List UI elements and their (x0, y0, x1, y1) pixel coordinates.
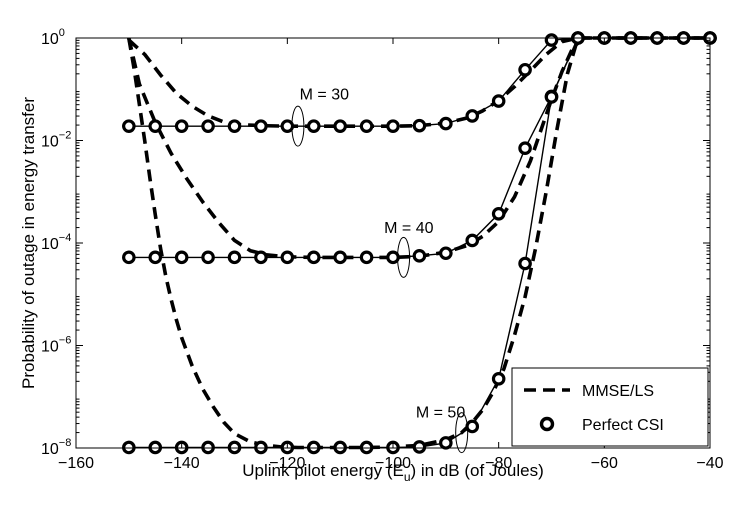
perfect-csi-marker (306, 250, 321, 265)
perfect-csi-marker (227, 119, 242, 133)
y-axis-label: Probability of outage in energy transfer (19, 97, 38, 389)
x-axis-label: Uplink pilot energy (Eu) in dB (of Joule… (242, 461, 544, 484)
x-tick-label: −120 (269, 455, 305, 472)
perfect-csi-marker (122, 250, 136, 265)
perfect-csi-marker (333, 440, 347, 455)
perfect-csi-marker (359, 440, 374, 455)
y-tick-label: 10−8 (41, 437, 71, 458)
perfect-csi-marker (306, 119, 321, 133)
perfect-csi-marker (439, 116, 453, 131)
legend-box (511, 367, 709, 447)
perfect-csi-marker (359, 250, 374, 265)
curve-group-label: M = 30 (300, 87, 349, 104)
curve-group-label: M = 50 (416, 404, 465, 421)
perfect-csi-marker (227, 440, 242, 455)
perfect-csi-marker (280, 119, 295, 133)
perfect-csi-marker (412, 249, 427, 263)
perfect-csi-marker (122, 119, 136, 133)
perfect-csi-marker (518, 141, 532, 155)
x-axis-label-post: ) in dB (of Joules) (411, 461, 544, 480)
perfect-csi-marker (306, 440, 321, 455)
perfect-csi-marker (254, 250, 268, 265)
y-tick-label: 10−2 (41, 130, 71, 151)
x-tick-label: −160 (58, 455, 94, 472)
perfect-csi-marker (491, 94, 506, 108)
perfect-csi-marker (439, 246, 453, 261)
perfect-csi-marker (333, 119, 347, 133)
perfect-csi-marker (227, 250, 242, 265)
x-tick-label: −60 (591, 455, 618, 472)
x-tick-label: −140 (164, 455, 200, 472)
perfect-csi-marker (201, 440, 215, 455)
perfect-csi-marker (174, 119, 189, 133)
x-axis-label-pre: Uplink pilot energy (E (242, 461, 404, 480)
perfect-csi-marker (148, 440, 163, 455)
perfect-csi-marker (122, 440, 136, 455)
curve-group-ellipse (291, 105, 305, 147)
perfect-csi-marker (333, 250, 347, 265)
perfect-csi-marker (465, 419, 480, 434)
x-axis-label-sub: u (404, 470, 411, 484)
legend: MMSE/LS Perfect CSI (511, 367, 709, 447)
legend-label-mmse-ls: MMSE/LS (582, 383, 654, 400)
x-tick-label: −40 (696, 455, 723, 472)
perfect-csi-marker (174, 250, 189, 265)
curve-group-ellipse (455, 412, 469, 454)
curve-group-ellipse (397, 236, 411, 278)
perfect-csi-marker (544, 90, 559, 104)
perfect-csi-marker (465, 109, 480, 123)
perfect-csi-marker (439, 436, 453, 450)
perfect-csi-marker (148, 119, 163, 133)
perfect-csi-marker (518, 62, 532, 77)
perfect-csi-marker (201, 250, 215, 265)
perfect-csi-marker (386, 119, 400, 133)
curve-group-label: M = 40 (384, 220, 433, 237)
legend-circle-marker-sample (539, 416, 555, 432)
perfect-csi-marker (412, 440, 427, 454)
x-axis-ticks: −160 −140 −120 −100 −80 −60 −40 (58, 38, 724, 472)
plot-annotations: M = 30 M = 40 M = 50 (291, 87, 469, 454)
perfect-csi-marker (465, 233, 480, 248)
perfect-csi-marker (254, 119, 268, 133)
legend-label-perfect-csi: Perfect CSI (582, 417, 664, 434)
perfect-csi-marker (544, 33, 559, 47)
perfect-csi-marker (491, 372, 506, 386)
perfect-csi-marker (148, 250, 163, 265)
x-tick-label: −100 (375, 455, 411, 472)
plot-markers (122, 31, 717, 455)
perfect-csi-marker (359, 119, 374, 133)
perfect-csi-marker (491, 206, 506, 221)
perfect-csi-marker (412, 118, 427, 133)
x-tick-label: −80 (485, 455, 512, 472)
perfect-csi-marker (518, 256, 532, 271)
perfect-csi-marker (201, 119, 215, 133)
perfect-csi-marker (254, 440, 268, 455)
y-tick-label: 100 (41, 27, 65, 48)
perfect-csi-marker (280, 250, 295, 265)
y-tick-label: 10−4 (41, 232, 71, 253)
perfect-csi-marker (386, 250, 400, 265)
y-tick-label: 10−6 (41, 335, 71, 356)
y-axis-ticks: 10−8 10−6 10−4 10−2 100 (41, 27, 710, 458)
